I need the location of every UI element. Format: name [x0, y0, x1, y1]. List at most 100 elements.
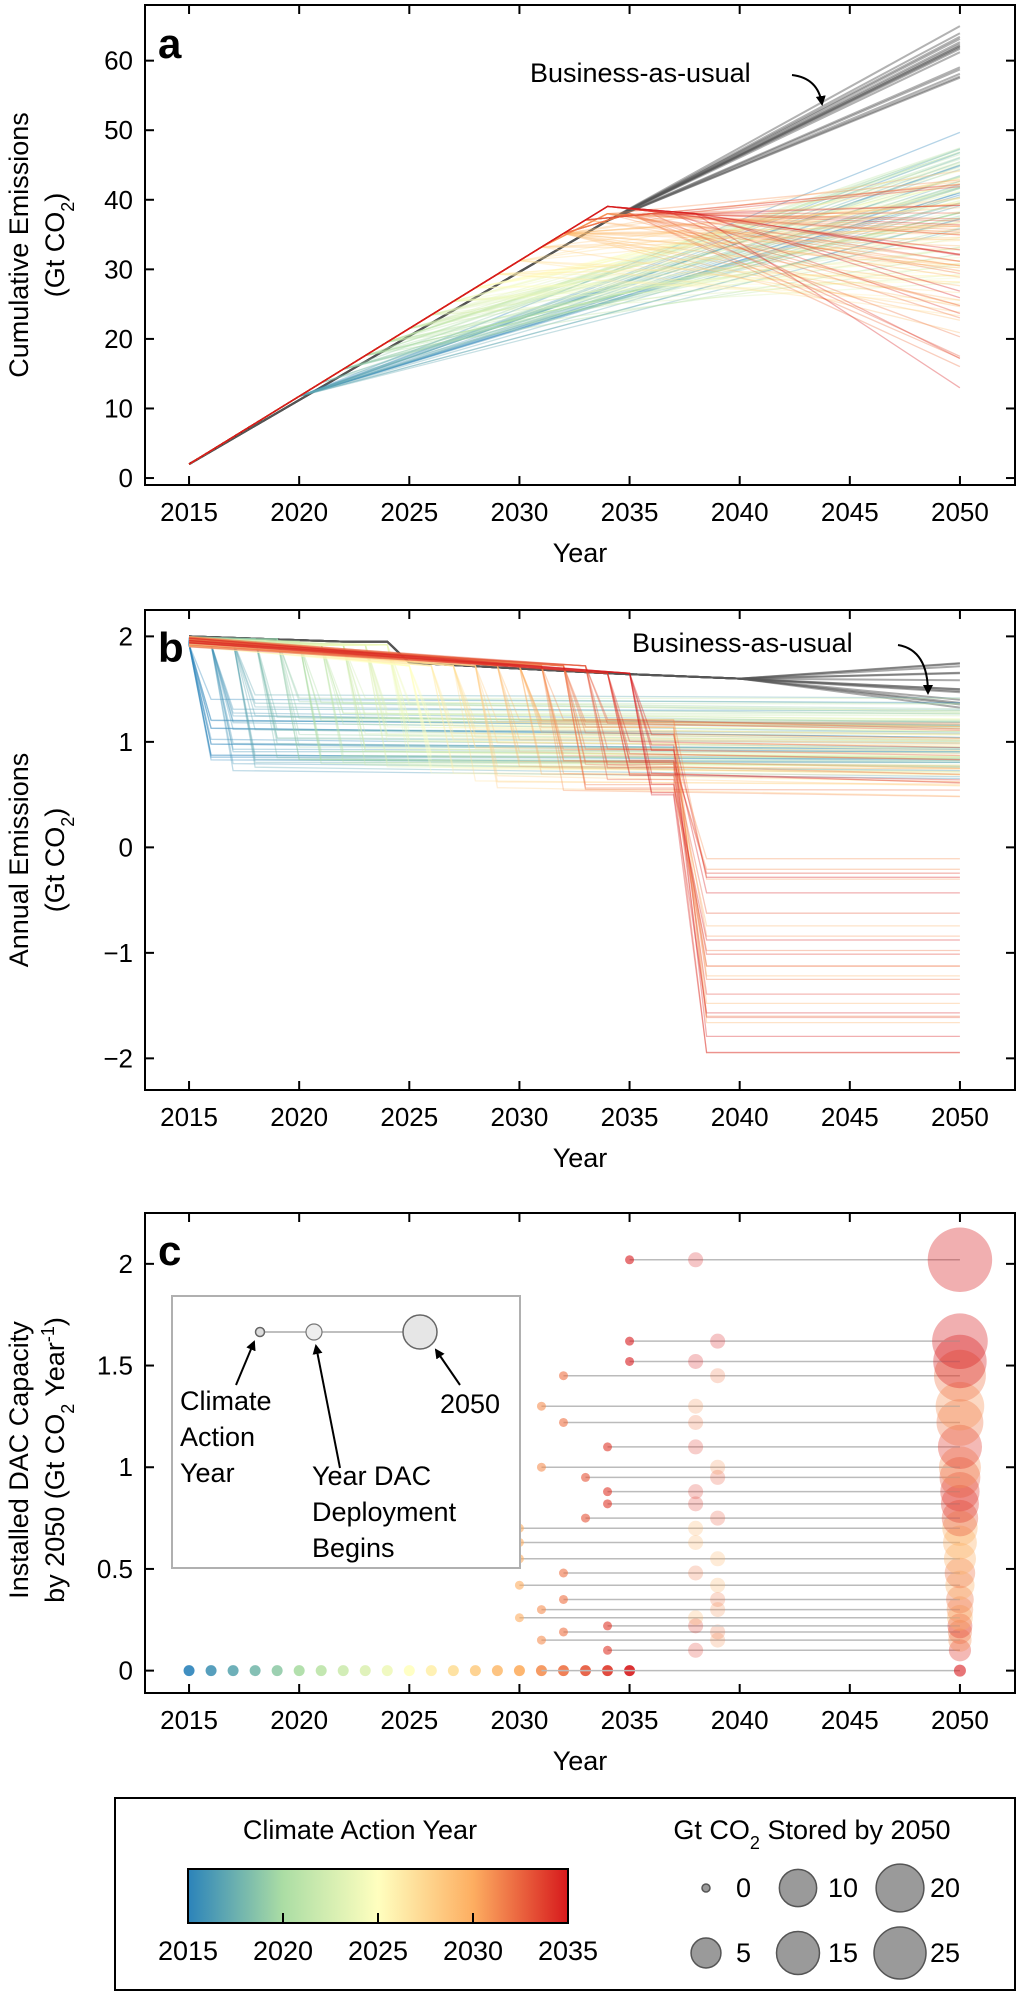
panel-c-xlabel: Year: [553, 1746, 608, 1776]
scenario-line: [189, 644, 960, 730]
scenario-line: [188, 164, 961, 465]
scenario-line: [188, 270, 960, 465]
scenario-line: [188, 639, 960, 760]
scenario-line: [189, 646, 960, 1014]
scenario-line: [189, 644, 960, 736]
panel-c-frame: [144, 1212, 1016, 1694]
bau-line: [188, 51, 961, 465]
scenario-line: [189, 638, 960, 724]
scenario-line: [188, 210, 961, 465]
scenario-line: [189, 639, 960, 981]
scenario-line: [188, 231, 961, 465]
scenario-line: [189, 636, 960, 764]
scenario-line: [188, 213, 961, 465]
scenario-line: [188, 151, 961, 465]
scenario-line: [188, 218, 961, 465]
scenario-line: [188, 170, 961, 465]
scenario-line: [189, 635, 960, 733]
dac-start-point: [688, 1398, 704, 1414]
scenario-line: [188, 219, 960, 465]
scenario-line: [188, 156, 961, 465]
scenario-line: [188, 227, 961, 465]
scenario-line: [189, 643, 960, 753]
scenario-line: [188, 205, 961, 465]
dac-start-point: [688, 1565, 704, 1581]
scenario-line: [188, 183, 961, 465]
scenario-line: [189, 636, 960, 798]
dac-start-point: [688, 1618, 704, 1634]
scenario-line: [189, 640, 960, 1005]
scenario-line: [188, 222, 960, 465]
scenario-line: [189, 636, 960, 730]
scenario-line: [188, 221, 961, 465]
scenario-line: [189, 639, 960, 770]
scenario-line: [188, 263, 960, 465]
scenario-line: [188, 191, 961, 465]
inset-climate-action-dot: [254, 1326, 266, 1338]
scenario-line: [189, 642, 960, 1038]
dac-start-point: [710, 1577, 726, 1593]
scenario-line: [188, 184, 960, 465]
scenario-line: [188, 200, 961, 465]
stored-2050-point: [943, 1525, 977, 1560]
colorbar-tick-label: 2035: [538, 1936, 598, 1966]
scenario-line: [188, 232, 960, 465]
scenario-line: [188, 191, 961, 465]
scenario-line: [188, 197, 960, 465]
scenario-line: [188, 213, 960, 465]
scenario-line: [188, 153, 961, 465]
scenario-line: [188, 131, 961, 465]
panel-a-cumulative-emissions: 2015 2020 2025 2030 2035 2040 2045 205001020304…: [4, 4, 1016, 568]
panel-b-bau-annotation: Business-as-usual: [632, 628, 853, 658]
climate-action-point: [337, 1665, 349, 1677]
size-legend-circle: [873, 1926, 927, 1980]
x-tick-label: 2015: [160, 1102, 218, 1132]
bau-line: [188, 76, 961, 465]
panel-c-axes: 2015 2020 2025 2030 2035 2040 2045 2050 0 0.5 1 1.5…: [97, 1213, 1015, 1735]
scenario-line: [189, 641, 960, 783]
scenario-line: [188, 205, 961, 465]
dac-start-point: [688, 1439, 704, 1455]
y-tick-label: 10: [104, 393, 133, 423]
panel-a-series-lines: [188, 25, 961, 465]
climate-action-point: [469, 1665, 481, 1677]
scenario-line: [188, 176, 961, 465]
scenario-line: [188, 644, 960, 763]
scenario-line: [188, 253, 961, 465]
scenario-line: [189, 639, 960, 952]
stored-2050-point: [937, 1424, 983, 1469]
size-legend-circle: [875, 1863, 925, 1913]
scenario-line: [188, 213, 960, 465]
inset-dac-label-3: Begins: [312, 1533, 395, 1563]
scenario-line: [189, 640, 960, 722]
scenario-line: [189, 636, 960, 741]
stored-2050-point: [938, 1446, 981, 1489]
scenario-line: [188, 213, 960, 465]
scenario-line: [188, 220, 961, 465]
x-tick-label: 2045: [821, 497, 879, 527]
scenario-line: [189, 636, 960, 710]
scenario-line: [189, 638, 960, 762]
scenario-line: [188, 194, 961, 465]
dac-start-point: [688, 1414, 704, 1430]
colorbar-title: Climate Action Year: [243, 1815, 477, 1845]
stored-2050-point: [945, 1570, 975, 1600]
climate-action-point: [381, 1665, 393, 1677]
scenario-line: [189, 642, 960, 775]
scenario-line: [189, 640, 960, 715]
scenario-line: [188, 149, 961, 465]
scenario-line: [188, 260, 960, 465]
dac-start-point: [710, 1632, 726, 1648]
scenario-line: [189, 641, 960, 731]
scenario-line: [188, 232, 960, 465]
scenario-line: [189, 639, 960, 766]
panel-a-ylabel-line2: (Gt CO2): [40, 193, 78, 298]
dac-start-point: [688, 1520, 704, 1536]
size-legend-circle: [690, 1937, 722, 1969]
scenario-line: [189, 636, 960, 769]
inset-climate-action-label-3: Year: [180, 1458, 235, 1488]
climate-action-point: [183, 1665, 195, 1677]
scenario-line: [188, 161, 961, 465]
colorbar-tick-label: 2015: [158, 1936, 218, 1966]
scenario-line: [188, 176, 961, 465]
